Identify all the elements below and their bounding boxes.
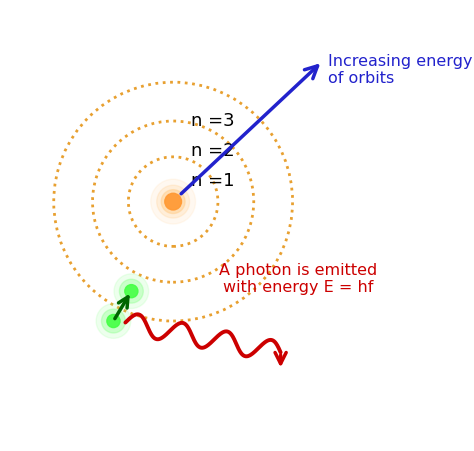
Text: n =1: n =1 — [191, 172, 235, 190]
Circle shape — [101, 309, 126, 333]
Circle shape — [161, 190, 185, 214]
Circle shape — [165, 193, 182, 210]
Text: n =2: n =2 — [191, 142, 235, 160]
Circle shape — [119, 279, 143, 303]
Text: n =3: n =3 — [191, 112, 235, 130]
Text: A photon is emitted
with energy E = hf: A photon is emitted with energy E = hf — [219, 263, 378, 295]
Circle shape — [151, 179, 196, 224]
Circle shape — [107, 314, 120, 327]
Circle shape — [125, 285, 138, 298]
Circle shape — [157, 185, 190, 218]
Text: Increasing energy
of orbits: Increasing energy of orbits — [328, 54, 473, 87]
Circle shape — [96, 304, 131, 338]
Circle shape — [114, 274, 149, 308]
